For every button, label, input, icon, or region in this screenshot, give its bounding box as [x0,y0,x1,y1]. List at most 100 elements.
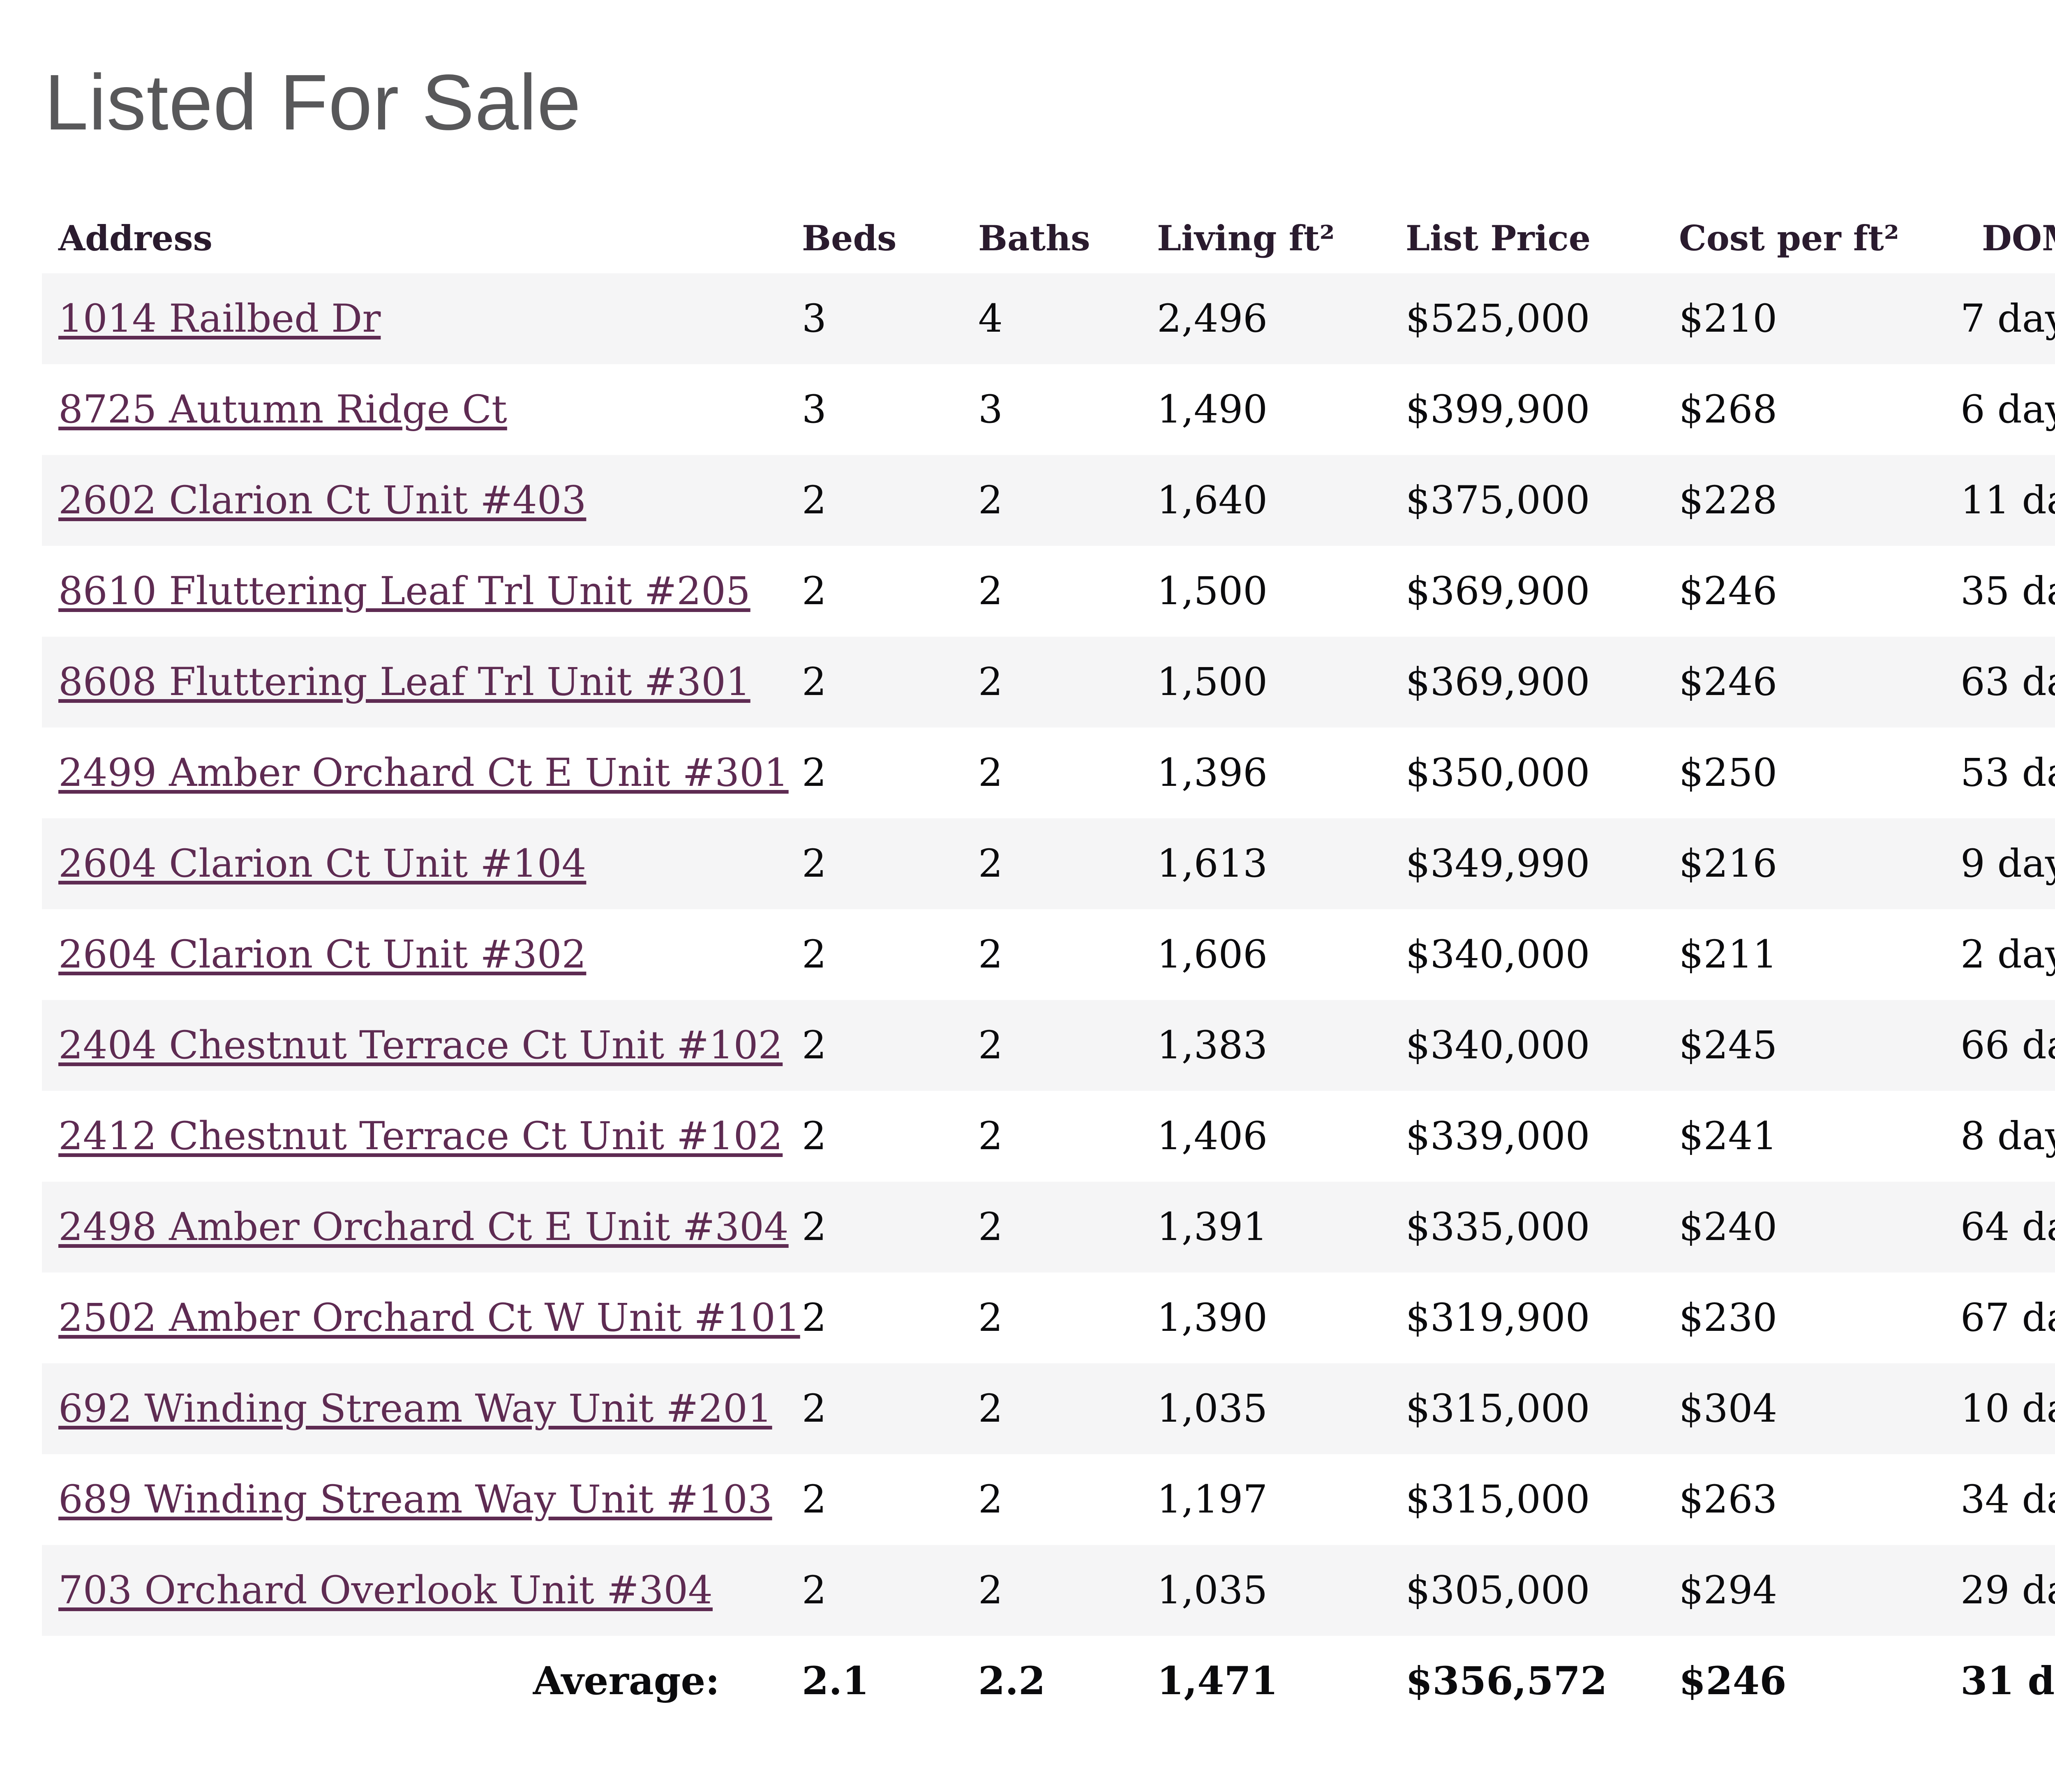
beds-cell: 2 [802,750,827,795]
table-footer: Average: 2.1 2.2 1,471 $356,572 $246 31 … [42,1635,2055,1726]
table-row: 2604 Clarion Ct Unit #104 2 2 1,613 $349… [42,818,2055,909]
baths-cell: 2 [978,1204,1003,1249]
column-header-list-price: List Price [1406,218,1591,259]
address-link[interactable]: 2502 Amber Orchard Ct W Unit #101 [58,1295,800,1340]
cost-per-ft2-cell: $240 [1679,1204,1778,1249]
baths-cell: 4 [978,296,1003,341]
address-cell: 689 Winding Stream Way Unit #103 [42,1454,802,1545]
address-cell: 8725 Autumn Ridge Ct [42,364,802,455]
table-row: 2502 Amber Orchard Ct W Unit #101 2 2 1,… [42,1272,2055,1363]
column-header-cost-per-ft2: Cost per ft² [1679,218,1899,259]
living-ft2-cell: 1,197 [1157,1477,1268,1522]
cost-per-ft2-cell: $304 [1679,1386,1778,1431]
table-row: 689 Winding Stream Way Unit #103 2 2 1,1… [42,1454,2055,1545]
living-ft2-cell: 1,640 [1157,478,1268,523]
address-cell: 2404 Chestnut Terrace Ct Unit #102 [42,1000,802,1091]
address-link[interactable]: 2604 Clarion Ct Unit #302 [58,932,586,977]
address-link[interactable]: 2602 Clarion Ct Unit #403 [58,478,586,523]
address-link[interactable]: 703 Orchard Overlook Unit #304 [58,1568,713,1613]
column-header-address: Address [58,218,212,259]
column-header-living-ft2: Living ft² [1157,218,1335,259]
dom-cell: 29 days [1960,1568,2055,1613]
address-link[interactable]: 8608 Fluttering Leaf Trl Unit #301 [58,659,750,704]
baths-cell: 2 [978,659,1003,704]
column-header-baths: Baths [978,218,1090,259]
living-ft2-cell: 1,500 [1157,659,1268,704]
table-row: 8725 Autumn Ridge Ct 3 3 1,490 $399,900 … [42,364,2055,455]
living-ft2-cell: 1,391 [1157,1204,1268,1249]
dom-cell: 8 days [1960,1113,2055,1159]
address-link[interactable]: 2604 Clarion Ct Unit #104 [58,841,586,886]
list-price-cell: $335,000 [1406,1204,1590,1249]
address-cell: 8608 Fluttering Leaf Trl Unit #301 [42,637,802,727]
beds-cell: 2 [802,1295,827,1340]
cost-per-ft2-cell: $241 [1679,1113,1778,1159]
baths-cell: 2 [978,932,1003,977]
dom-cell: 10 days [1960,1386,2055,1431]
address-cell: 2604 Clarion Ct Unit #302 [42,909,802,1000]
cost-per-ft2-cell: $230 [1679,1295,1778,1340]
baths-cell: 2 [978,1295,1003,1340]
beds-cell: 2 [802,1023,827,1068]
living-ft2-cell: 1,396 [1157,750,1268,795]
beds-cell: 2 [802,932,827,977]
baths-cell: 2 [978,478,1003,523]
address-link[interactable]: 2404 Chestnut Terrace Ct Unit #102 [58,1023,783,1068]
beds-cell: 2 [802,1386,827,1431]
table-row: 703 Orchard Overlook Unit #304 2 2 1,035… [42,1545,2055,1636]
living-ft2-cell: 1,406 [1157,1113,1268,1159]
address-cell: 2604 Clarion Ct Unit #104 [42,818,802,909]
beds-cell: 2 [802,478,827,523]
address-cell: 2499 Amber Orchard Ct E Unit #301 [42,727,802,818]
address-link[interactable]: 2498 Amber Orchard Ct E Unit #304 [58,1204,789,1249]
address-link[interactable]: 692 Winding Stream Way Unit #201 [58,1386,772,1431]
dom-cell: 7 days [1960,296,2055,341]
address-link[interactable]: 1014 Railbed Dr [58,296,381,341]
table-row: 1014 Railbed Dr 3 4 2,496 $525,000 $210 … [42,273,2055,364]
cost-per-ft2-cell: $216 [1679,841,1778,886]
address-link[interactable]: 2412 Chestnut Terrace Ct Unit #102 [58,1113,783,1159]
beds-cell: 2 [802,1477,827,1522]
baths-cell: 2 [978,1113,1003,1159]
cost-per-ft2-cell: $210 [1679,296,1778,341]
average-cost-per-ft2: $246 [1679,1635,1960,1726]
dom-cell: 11 days [1960,478,2055,523]
address-link[interactable]: 689 Winding Stream Way Unit #103 [58,1477,772,1522]
dom-cell: 53 days [1960,750,2055,795]
address-cell: 2412 Chestnut Terrace Ct Unit #102 [42,1091,802,1182]
address-cell: 8610 Fluttering Leaf Trl Unit #205 [42,546,802,637]
address-link[interactable]: 2499 Amber Orchard Ct E Unit #301 [58,750,789,795]
list-price-cell: $369,900 [1406,659,1590,704]
dom-cell: 63 days [1960,659,2055,704]
beds-cell: 2 [802,1568,827,1613]
dom-cell: 2 days [1960,932,2055,977]
baths-cell: 2 [978,1386,1003,1431]
living-ft2-cell: 1,035 [1157,1386,1268,1431]
cost-per-ft2-cell: $228 [1679,478,1778,523]
address-cell: 1014 Railbed Dr [42,273,802,364]
address-cell: 703 Orchard Overlook Unit #304 [42,1545,802,1636]
table-row: 2498 Amber Orchard Ct E Unit #304 2 2 1,… [42,1181,2055,1272]
list-price-cell: $305,000 [1406,1568,1590,1613]
average-beds: 2.1 [802,1635,978,1726]
listings-table: Address Beds Baths Living ft² List Price… [42,203,2055,1726]
cost-per-ft2-cell: $211 [1679,932,1778,977]
list-price-cell: $525,000 [1406,296,1590,341]
dom-cell: 35 days [1960,568,2055,614]
baths-cell: 3 [978,387,1003,432]
average-baths: 2.2 [978,1635,1157,1726]
living-ft2-cell: 1,606 [1157,932,1268,977]
average-living: 1,471 [1157,1635,1406,1726]
baths-cell: 2 [978,1477,1003,1522]
beds-cell: 3 [802,387,827,432]
dom-cell: 9 days [1960,841,2055,886]
beds-cell: 2 [802,659,827,704]
list-price-cell: $340,000 [1406,932,1590,977]
address-link[interactable]: 8610 Fluttering Leaf Trl Unit #205 [58,568,750,614]
living-ft2-cell: 1,613 [1157,841,1268,886]
list-price-cell: $399,900 [1406,387,1590,432]
address-link[interactable]: 8725 Autumn Ridge Ct [58,387,507,432]
address-cell: 692 Winding Stream Way Unit #201 [42,1363,802,1454]
table-header: Address Beds Baths Living ft² List Price… [42,203,2055,273]
beds-cell: 2 [802,1113,827,1159]
